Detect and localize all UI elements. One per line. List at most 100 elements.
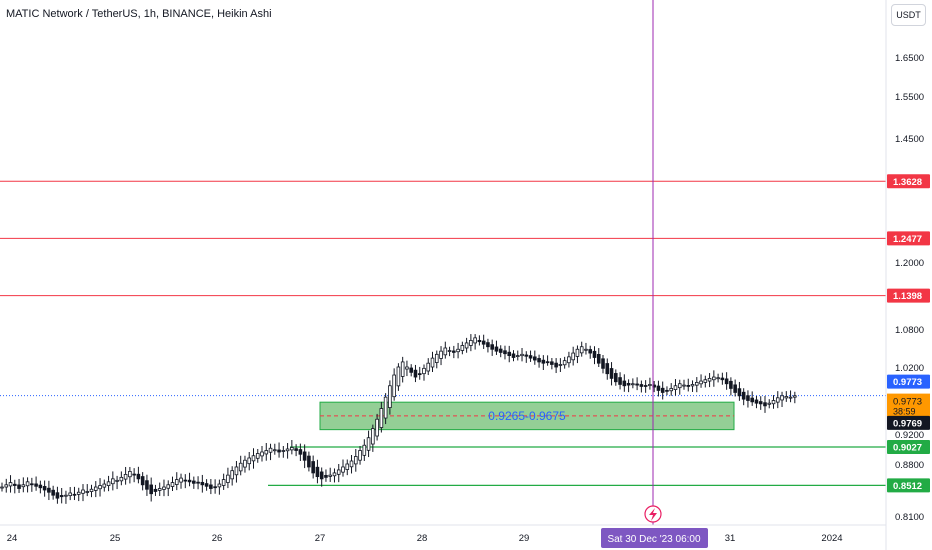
candle-body bbox=[25, 481, 30, 487]
candle-body bbox=[230, 470, 234, 480]
candle bbox=[328, 467, 333, 482]
candle bbox=[520, 348, 524, 362]
candle bbox=[264, 443, 269, 461]
candle bbox=[486, 338, 490, 353]
candle bbox=[400, 356, 405, 383]
candle-body bbox=[123, 473, 128, 480]
candle-body bbox=[775, 397, 780, 403]
candle-body bbox=[750, 397, 754, 403]
candle-body bbox=[729, 380, 733, 389]
candle-body bbox=[38, 484, 43, 489]
candle-body bbox=[336, 469, 341, 475]
resistance-price-tag-text: 1.3628 bbox=[893, 177, 922, 188]
candle bbox=[498, 345, 503, 358]
candle bbox=[170, 476, 175, 491]
candle bbox=[767, 399, 772, 409]
candle-body bbox=[358, 450, 362, 461]
candle-body bbox=[592, 350, 597, 358]
candle bbox=[179, 473, 183, 489]
y-axis[interactable]: 1.6500 1.5500 1.4500 1.2000 1.0800 1.0200 0.92… bbox=[885, 0, 924, 550]
candle-body bbox=[375, 418, 379, 437]
candle-body bbox=[98, 485, 102, 490]
candle bbox=[677, 379, 682, 395]
zone-label: 0.9265-0.9675 bbox=[488, 409, 566, 423]
candle bbox=[396, 363, 401, 391]
candle-body bbox=[460, 345, 465, 351]
candle-body bbox=[4, 484, 9, 488]
candle-body bbox=[268, 447, 273, 453]
candle-body bbox=[562, 360, 567, 366]
candle bbox=[132, 468, 136, 483]
candle bbox=[68, 487, 73, 501]
candle bbox=[562, 356, 567, 369]
candle-body bbox=[677, 383, 682, 389]
candle-body bbox=[720, 377, 725, 381]
candle-body bbox=[626, 382, 631, 386]
candle bbox=[290, 440, 294, 455]
candle-body bbox=[554, 362, 558, 368]
candle-body bbox=[609, 368, 614, 379]
candle bbox=[541, 355, 546, 371]
candle-body bbox=[187, 479, 192, 483]
candles-layer bbox=[0, 334, 797, 504]
candle-body bbox=[737, 388, 742, 397]
candle bbox=[272, 443, 277, 455]
candle bbox=[51, 485, 55, 500]
crosshair-price-tag-bg bbox=[887, 415, 930, 430]
candle-body bbox=[758, 401, 763, 405]
candle bbox=[682, 379, 686, 390]
candle-body bbox=[545, 361, 550, 364]
candle-body bbox=[694, 382, 699, 386]
candle-body bbox=[665, 389, 669, 392]
candle bbox=[665, 386, 669, 396]
resistance-price-tag-text: 1.1398 bbox=[893, 291, 922, 302]
candle bbox=[592, 346, 597, 365]
lightning-icon bbox=[649, 508, 657, 521]
candle-body bbox=[349, 460, 354, 468]
candle bbox=[707, 373, 712, 388]
candle-body bbox=[388, 385, 392, 408]
candle bbox=[712, 370, 716, 387]
candle-body bbox=[111, 478, 115, 485]
candle-body bbox=[673, 385, 678, 390]
x-tick-label: 2024 bbox=[821, 533, 842, 544]
candle bbox=[319, 467, 324, 487]
x-tick-label: 26 bbox=[212, 533, 223, 544]
candle-body bbox=[793, 395, 797, 398]
candle-body bbox=[733, 384, 737, 393]
candle-body bbox=[533, 356, 537, 361]
candle-body bbox=[30, 483, 34, 486]
candle bbox=[332, 468, 337, 483]
candle-body bbox=[34, 483, 38, 487]
y-tick-label: 0.8800 bbox=[895, 460, 924, 471]
candle-body bbox=[371, 428, 375, 445]
candle bbox=[434, 350, 439, 369]
candle bbox=[140, 472, 145, 491]
candle-body bbox=[243, 459, 247, 468]
candle-body bbox=[699, 380, 703, 385]
candle-body bbox=[682, 384, 686, 387]
resistance-price-tag-text: 1.2477 bbox=[893, 234, 922, 245]
candle bbox=[38, 480, 43, 494]
candle-body bbox=[179, 477, 183, 483]
currency-button[interactable]: USDT bbox=[891, 4, 926, 26]
candle bbox=[690, 380, 695, 392]
candle-body bbox=[366, 437, 371, 451]
candle-body bbox=[439, 350, 443, 359]
candle-body bbox=[392, 374, 396, 398]
candle-body bbox=[76, 491, 81, 495]
candle-body bbox=[635, 383, 639, 386]
x-axis[interactable]: 24 25 26 27 28 29 31 2024 bbox=[0, 524, 886, 544]
candle-body bbox=[417, 373, 422, 376]
candle-body bbox=[584, 348, 588, 351]
countdown-tag-bg bbox=[887, 393, 930, 418]
x-tick-label: 31 bbox=[725, 533, 736, 544]
candle bbox=[720, 372, 725, 385]
x-tick-label: 25 bbox=[110, 533, 121, 544]
candle-body bbox=[639, 384, 644, 387]
candle bbox=[371, 424, 375, 452]
x-tick-label: 27 bbox=[315, 533, 326, 544]
candle bbox=[669, 383, 674, 396]
candle bbox=[614, 369, 618, 386]
